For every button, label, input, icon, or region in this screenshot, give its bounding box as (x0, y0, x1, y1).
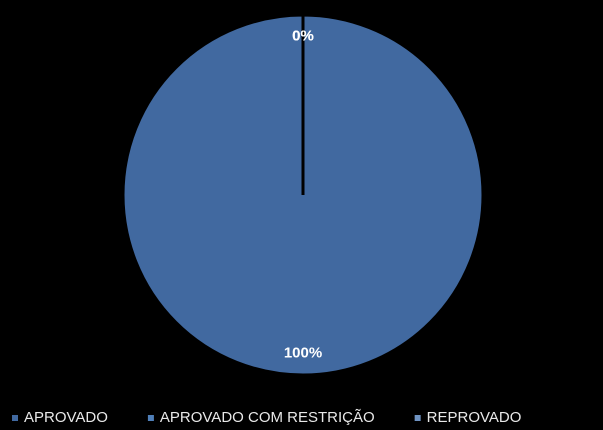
legend-swatch (12, 415, 18, 421)
legend-label: APROVADO COM RESTRIÇÃO (160, 409, 375, 426)
data-label: 100% (284, 344, 322, 361)
legend-swatch (147, 415, 154, 421)
legend-label: REPROVADO (427, 409, 522, 426)
legend-label: APROVADO (24, 409, 108, 426)
data-label: 0% (292, 28, 314, 45)
data-label: 0% (292, 28, 314, 45)
legend-swatch (414, 415, 421, 421)
